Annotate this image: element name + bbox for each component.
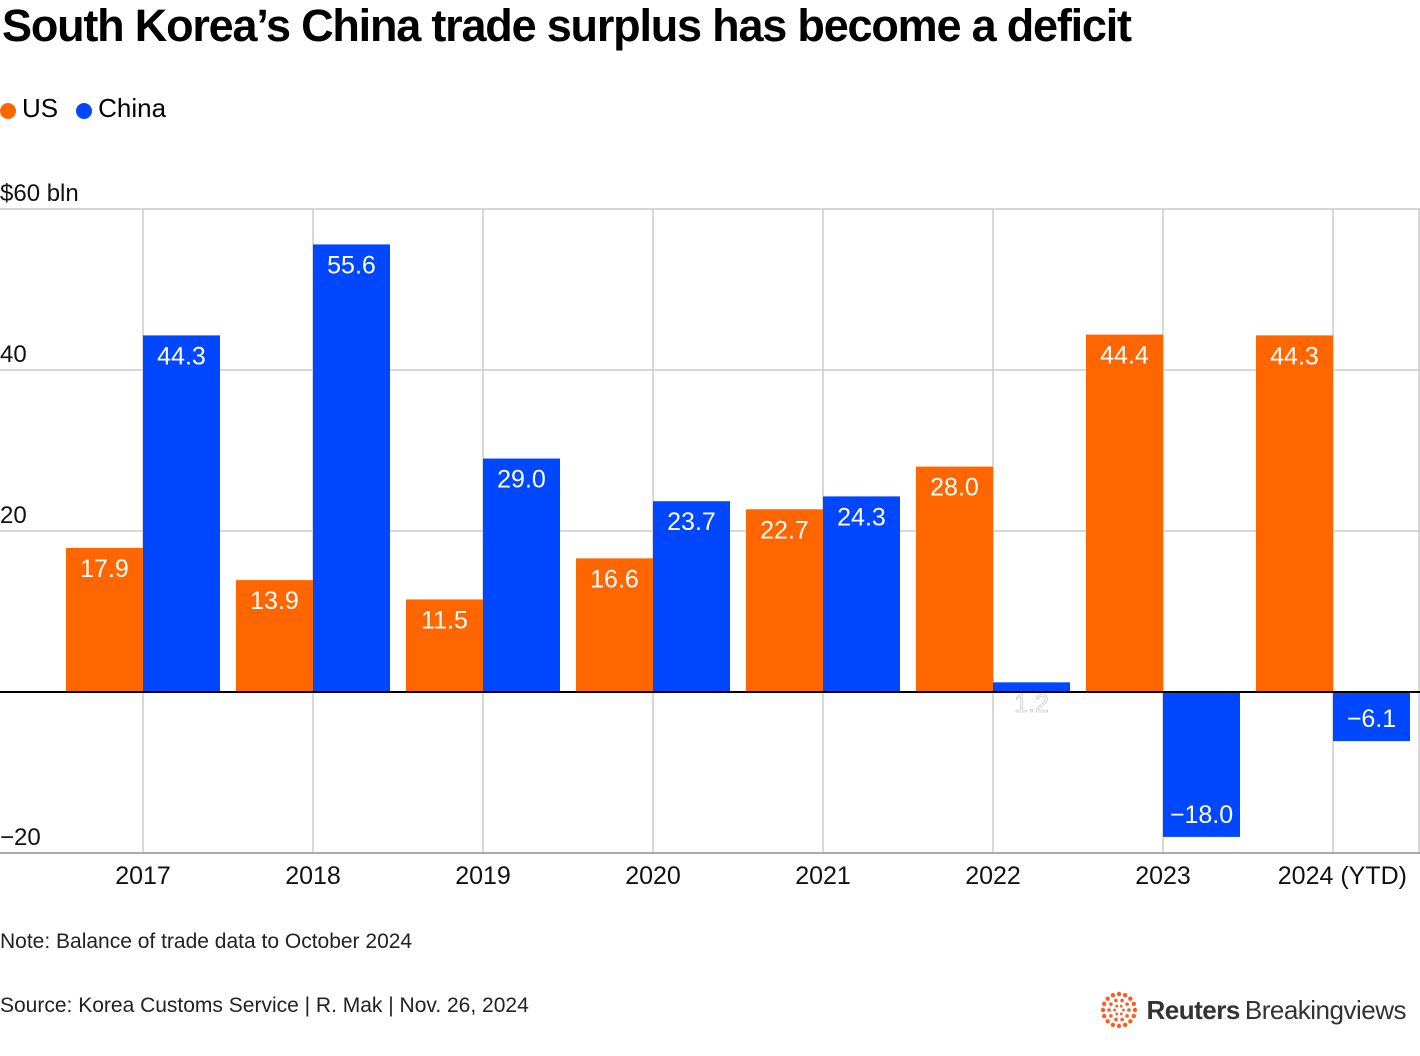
brand-dot (1132, 1007, 1137, 1013)
y-tick-label: $60 bln (0, 180, 79, 207)
brand-dot (1108, 1002, 1113, 1006)
brand-name-breakingviews: Breakingviews (1244, 994, 1407, 1025)
brand-dot (1127, 996, 1133, 1001)
legend-swatch-china (76, 102, 93, 119)
brand-dot (1119, 1017, 1124, 1022)
bar-us (66, 547, 143, 692)
brand-dot (1112, 1008, 1116, 1012)
bar-china (1333, 692, 1410, 742)
legend-label-china: China (98, 93, 167, 123)
brand-dot (1122, 993, 1127, 998)
x-tick-label: 2023 (1135, 862, 1191, 890)
data-label-china: 24.3 (837, 503, 886, 531)
data-label-us: 16.6 (590, 565, 639, 593)
brand-dot (1119, 1004, 1123, 1008)
brand-dot (1101, 1001, 1106, 1007)
brand-dot (1108, 1014, 1113, 1018)
brand-dot (1119, 1012, 1123, 1016)
chart-note: Note: Balance of trade data to October 2… (0, 930, 413, 953)
brand-dot (1113, 998, 1118, 1003)
x-tick-label: 2020 (625, 862, 681, 890)
brand-dot (1116, 1023, 1121, 1029)
bar-china (653, 501, 730, 692)
y-tick-label: −20 (0, 824, 41, 851)
bar-china (313, 244, 390, 693)
data-label-china: 44.3 (157, 342, 206, 370)
bar-us (236, 580, 313, 692)
legend-item-us: US (0, 93, 58, 124)
brand-dot (1124, 1014, 1129, 1018)
reuters-dots-icon (1100, 991, 1137, 1029)
brand-dot (1124, 1002, 1129, 1006)
bar-china (1163, 692, 1240, 837)
bar-us (746, 509, 823, 692)
legend-label-us: US (22, 93, 59, 123)
data-label-china: 29.0 (497, 466, 546, 494)
data-label-us: 28.0 (930, 474, 979, 502)
data-label-china: −18.0 (1170, 801, 1233, 829)
bar-us (576, 558, 653, 692)
bar-us (406, 599, 483, 692)
brand-dot (1119, 998, 1124, 1003)
bar-china (823, 496, 900, 692)
brand-dot (1110, 1022, 1115, 1027)
x-tick-label: 2022 (965, 862, 1021, 890)
x-tick-label: 2017 (115, 862, 171, 890)
data-label-us: 22.7 (760, 516, 809, 544)
brand-dot (1114, 1004, 1118, 1008)
data-label-us: 44.4 (1100, 342, 1149, 370)
brand-dot (1101, 1013, 1106, 1019)
data-label-us: 44.3 (1270, 342, 1319, 370)
chart-source: Source: Korea Customs Service | R. Mak |… (0, 994, 529, 1017)
data-label-china: 1.2 (1014, 690, 1049, 718)
brand-dot (1126, 1008, 1131, 1012)
bar-us (1086, 334, 1163, 692)
legend-swatch-us (0, 102, 16, 119)
bar-us (1256, 335, 1333, 692)
bar-china (993, 682, 1070, 692)
brand-dot (1131, 1013, 1136, 1019)
brand-dot (1100, 1007, 1105, 1013)
brand-name-reuters: Reuters (1146, 994, 1241, 1025)
brand-dot (1131, 1001, 1136, 1007)
data-label-us: 17.9 (80, 555, 129, 583)
y-tick-label: 20 (0, 502, 27, 529)
bar-china (483, 458, 560, 692)
bar-us (916, 466, 993, 692)
legend-item-china: China (76, 93, 166, 124)
x-tick-label: 2019 (455, 862, 511, 890)
chart-title: South Korea’s China trade surplus has be… (2, 0, 1132, 51)
brand-dot (1105, 996, 1110, 1001)
brand-dot (1116, 991, 1121, 997)
data-label-china: 55.6 (327, 251, 376, 279)
y-tick-label: 40 (0, 341, 27, 368)
x-tick-label: 2021 (795, 862, 851, 890)
data-label-china: −6.1 (1347, 705, 1396, 733)
data-label-china: 23.7 (667, 508, 716, 536)
legend: US China (0, 93, 184, 124)
brand-dot (1105, 1019, 1110, 1024)
brand-logo: Reuters Breakingviews (1099, 990, 1407, 1030)
brand-dot (1113, 1017, 1118, 1022)
brand-dot (1121, 1008, 1125, 1012)
brand-dot (1114, 1012, 1118, 1016)
bar-china (143, 335, 220, 692)
data-label-us: 11.5 (421, 606, 468, 634)
data-label-us: 13.9 (250, 587, 299, 615)
brand-dot (1122, 1022, 1127, 1027)
brand-dot (1110, 993, 1115, 998)
x-tick-label: 2018 (285, 862, 341, 890)
brand-dot (1127, 1019, 1133, 1024)
brand-dot (1106, 1008, 1111, 1012)
x-tick-label: 2024 (YTD) (1278, 862, 1407, 890)
